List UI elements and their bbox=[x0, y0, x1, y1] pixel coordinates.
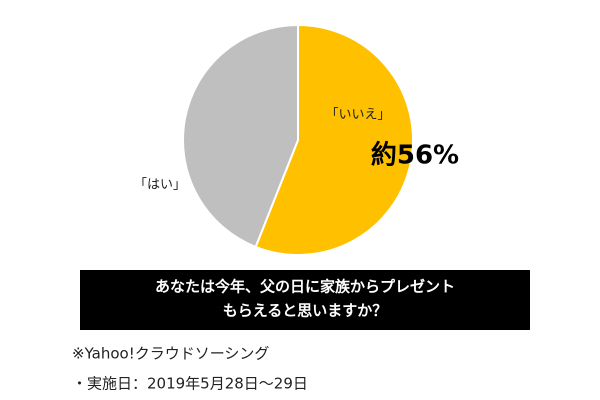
note: ・実施日：2019年5月28日～29日 bbox=[72, 375, 308, 393]
pie-slice bbox=[182, 23, 299, 249]
note: ※Yahoo!クラウドソーシング bbox=[72, 345, 269, 363]
chart-title: あなたは今年、父の日に家族からプレゼント bbox=[155, 278, 455, 296]
chart-title: もらえると思いますか？ bbox=[223, 302, 388, 320]
title-box bbox=[80, 270, 530, 330]
slice-label: 「はい」 bbox=[134, 178, 186, 193]
pie-slice bbox=[254, 23, 414, 256]
value-label: 約56% bbox=[371, 140, 459, 171]
slice-label: 「いいえ」 bbox=[325, 108, 390, 123]
